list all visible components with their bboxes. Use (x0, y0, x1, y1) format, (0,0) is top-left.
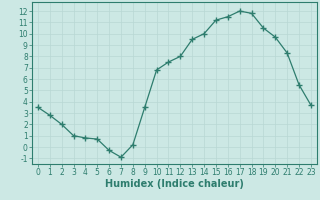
X-axis label: Humidex (Indice chaleur): Humidex (Indice chaleur) (105, 179, 244, 189)
